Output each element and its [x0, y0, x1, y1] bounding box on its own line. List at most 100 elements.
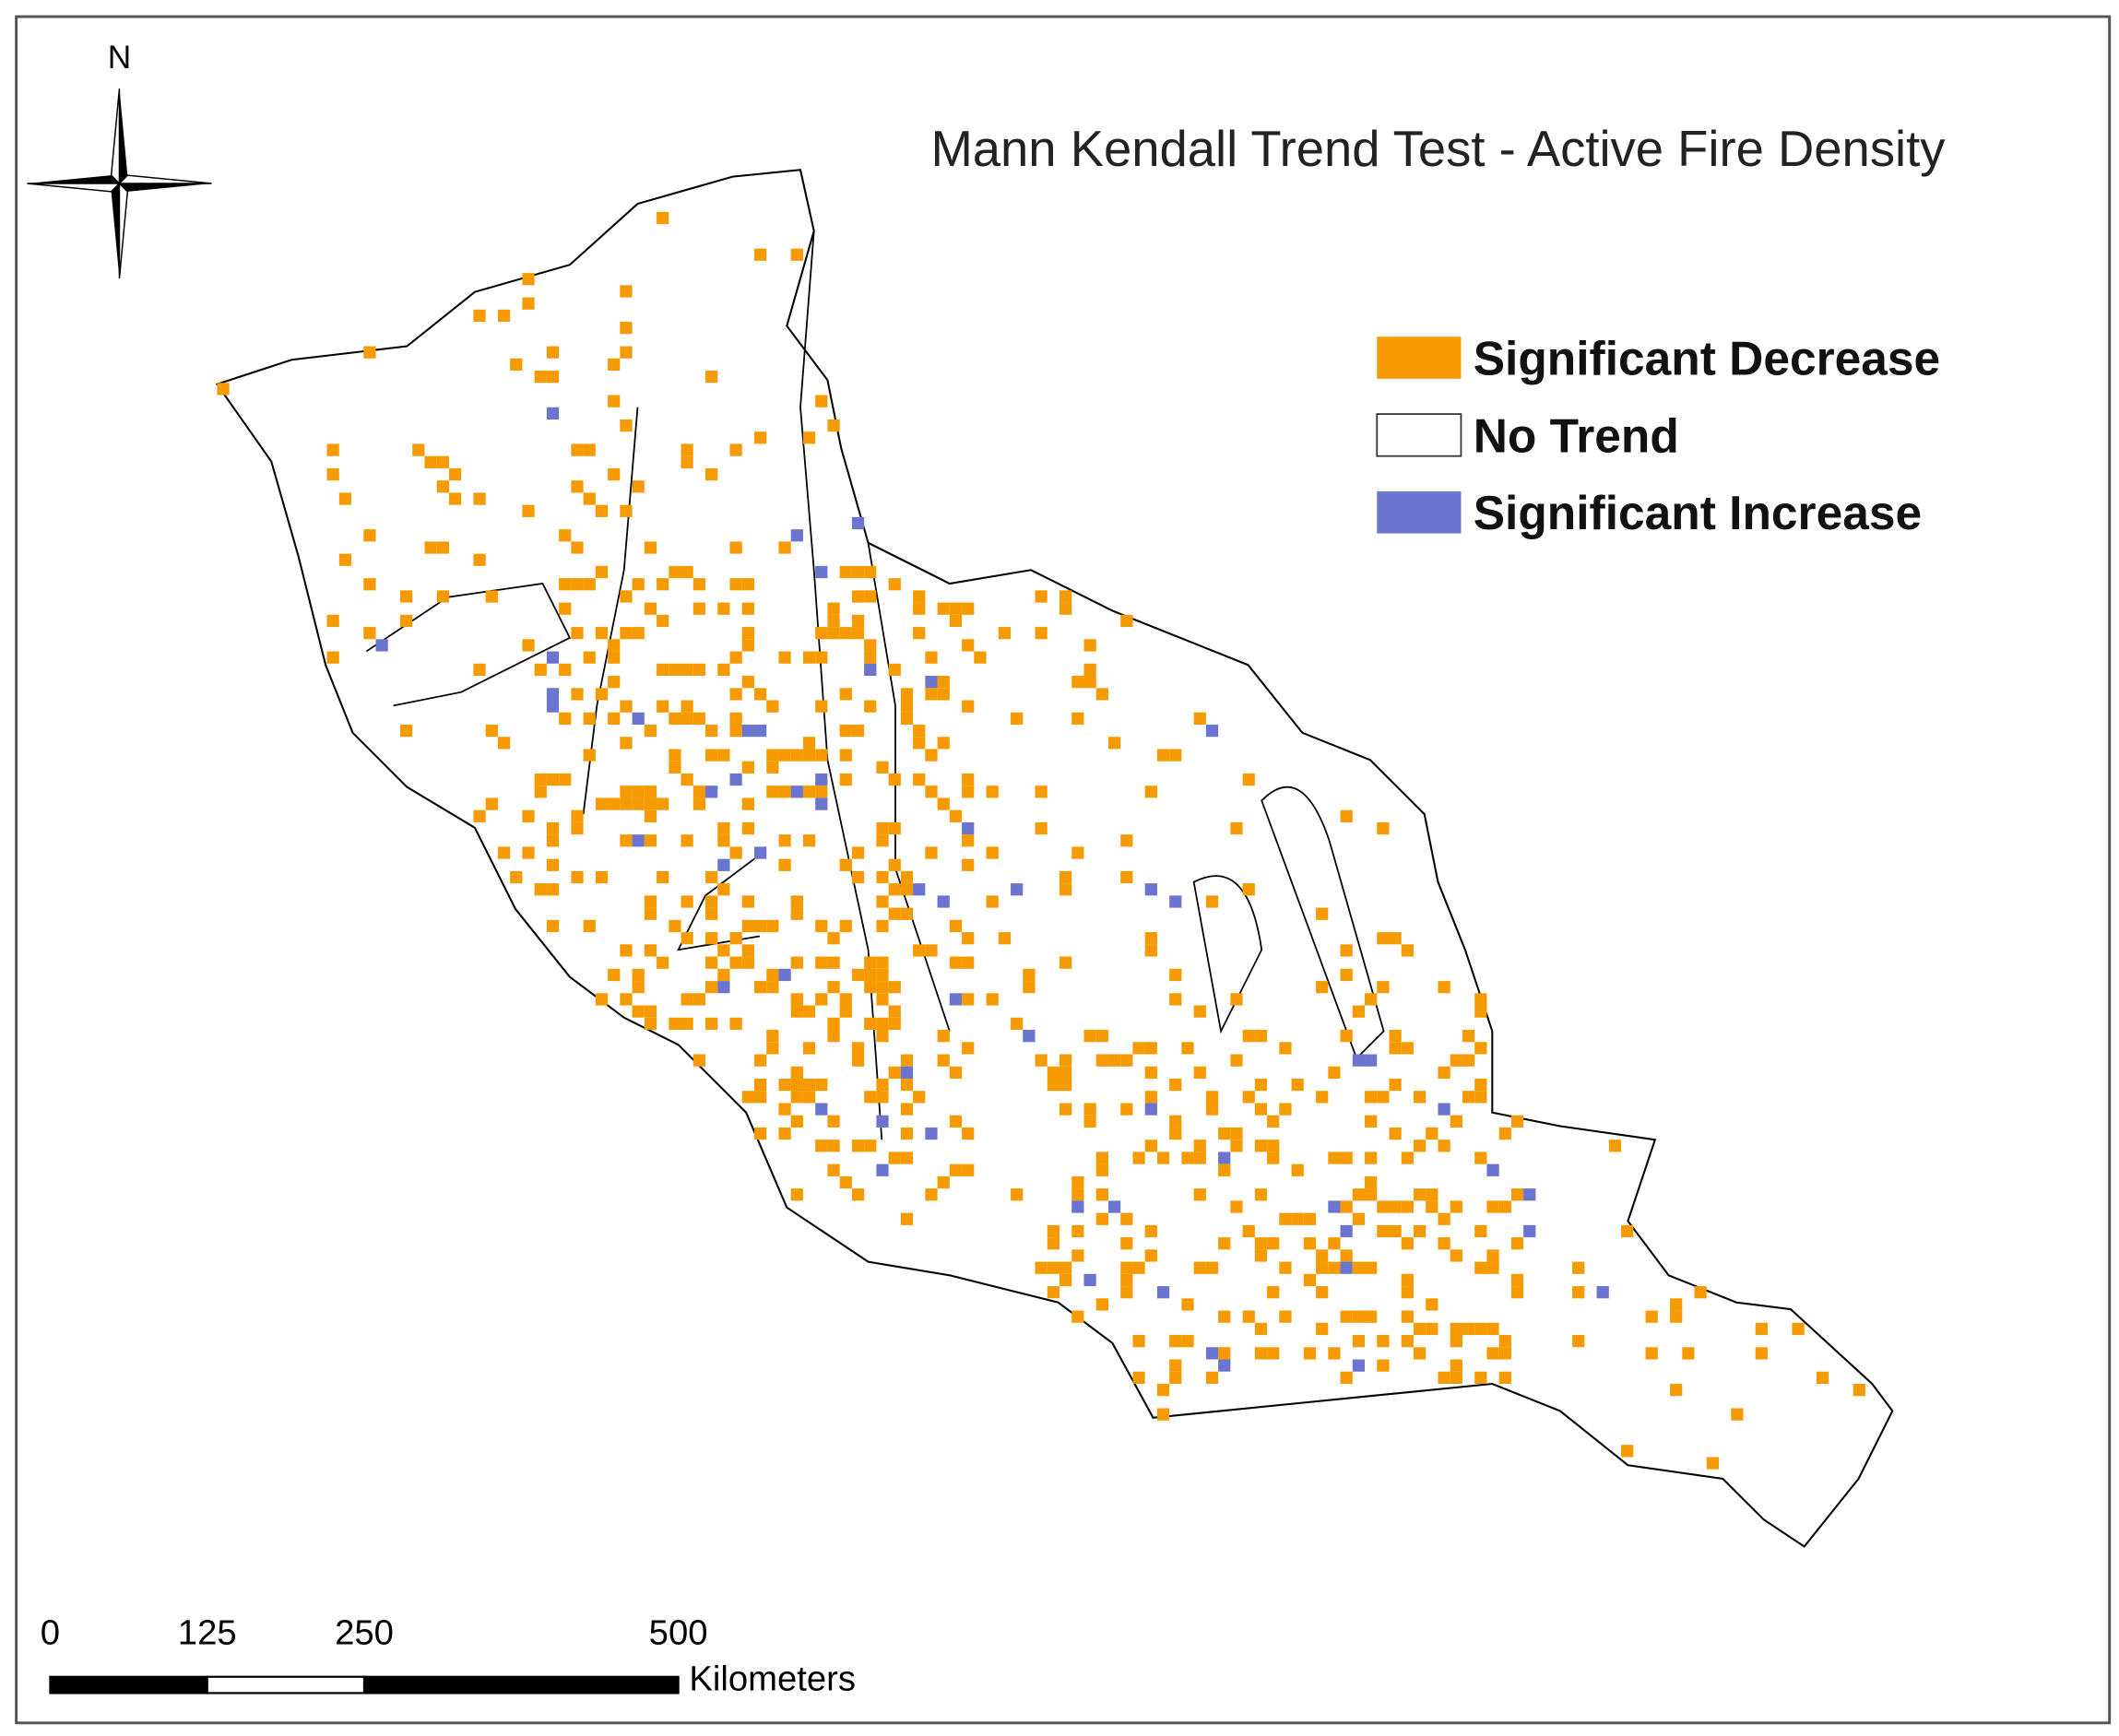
- trend-cell: [326, 614, 339, 628]
- trend-cell: [900, 1103, 914, 1116]
- trend-cell: [1071, 1249, 1084, 1262]
- trend-cell: [522, 639, 535, 652]
- trend-cell: [925, 676, 938, 689]
- trend-cell: [1169, 1335, 1182, 1348]
- trend-cell: [888, 907, 901, 920]
- trend-cell: [851, 1042, 865, 1055]
- trend-cell: [962, 639, 975, 652]
- trend-cell: [644, 907, 657, 920]
- trend-cell: [1731, 1408, 1744, 1421]
- trend-cell: [802, 737, 816, 750]
- trend-cell: [741, 919, 754, 933]
- trend-cell: [913, 724, 926, 738]
- trend-cell: [705, 907, 718, 920]
- trend-cell: [900, 1054, 914, 1067]
- trend-cell: [1316, 907, 1329, 920]
- trend-cell: [644, 785, 657, 798]
- trend-cell: [925, 846, 938, 859]
- trend-cell: [962, 834, 975, 847]
- trend-cell: [741, 724, 754, 738]
- trend-cell: [986, 993, 999, 1006]
- trend-cell: [937, 1054, 950, 1067]
- trend-cell: [729, 712, 742, 725]
- trend-cell: [705, 956, 718, 969]
- trend-cell: [620, 285, 633, 298]
- trend-cell: [1060, 1078, 1072, 1092]
- trend-cell: [559, 578, 572, 591]
- trend-cell: [913, 883, 926, 896]
- trend-cell: [1291, 1163, 1304, 1176]
- land-outline: [215, 169, 1894, 1548]
- trend-cell: [962, 956, 975, 969]
- trend-cell: [741, 821, 754, 835]
- trend-cell: [1060, 1054, 1072, 1067]
- trend-cell: [851, 565, 865, 579]
- trend-cell: [559, 712, 572, 725]
- trend-cell: [1340, 1261, 1353, 1274]
- trend-cell: [681, 455, 693, 468]
- trend-cell: [620, 322, 633, 335]
- trend-cell: [802, 1005, 816, 1018]
- trend-cell: [1328, 1066, 1341, 1079]
- trend-cell: [363, 627, 376, 640]
- trend-cell: [485, 797, 498, 810]
- trend-cell: [620, 834, 633, 847]
- trend-cell: [778, 834, 791, 847]
- trend-cell: [1279, 1212, 1292, 1225]
- trend-cell: [546, 346, 560, 359]
- trend-cell: [937, 1030, 950, 1043]
- scale-segment: [206, 1675, 366, 1695]
- trend-cell: [717, 944, 730, 957]
- trend-cell: [632, 712, 645, 725]
- trend-cell: [815, 749, 828, 762]
- trend-cell: [669, 712, 681, 725]
- trend-cell: [1316, 1261, 1329, 1274]
- trend-cell: [876, 834, 889, 847]
- trend-cell: [620, 993, 633, 1006]
- trend-cell: [693, 993, 706, 1006]
- trend-cell: [1242, 1030, 1255, 1043]
- trend-cell: [717, 663, 730, 677]
- trend-cell: [1340, 1224, 1353, 1238]
- trend-cell: [986, 785, 999, 798]
- trend-cell: [1462, 1322, 1475, 1336]
- trend-cell: [681, 834, 693, 847]
- trend-cell: [790, 248, 803, 261]
- trend-cell: [1816, 1371, 1829, 1384]
- trend-cell: [522, 846, 535, 859]
- trend-cell: [1242, 1224, 1255, 1238]
- trend-cell: [546, 407, 560, 419]
- trend-cell: [1060, 956, 1072, 969]
- trend-cell: [1230, 1200, 1243, 1213]
- trend-cell: [1438, 981, 1450, 994]
- trend-cell: [485, 590, 498, 603]
- trend-cell: [1498, 1371, 1511, 1384]
- trend-cell: [1438, 1140, 1450, 1152]
- trend-cell: [962, 773, 975, 786]
- trend-cell: [583, 443, 596, 456]
- trend-cell: [913, 1091, 926, 1104]
- trend-cell: [1365, 1115, 1378, 1128]
- trend-cell: [1156, 1383, 1170, 1397]
- trend-cell: [1340, 1310, 1353, 1323]
- trend-cell: [717, 821, 730, 835]
- trend-cell: [802, 431, 816, 444]
- trend-cell: [608, 712, 621, 725]
- trend-cell: [1071, 1224, 1084, 1238]
- north-label: N: [108, 40, 132, 76]
- trend-cell: [913, 590, 926, 603]
- trend-cell: [815, 651, 828, 664]
- trend-cell: [1572, 1335, 1585, 1348]
- trend-cell: [1230, 1140, 1243, 1152]
- trend-cell: [546, 883, 560, 896]
- trend-cell: [851, 870, 865, 884]
- trend-cell: [986, 895, 999, 908]
- trend-cell: [1498, 1200, 1511, 1213]
- trend-cell: [1047, 1066, 1060, 1079]
- trend-cell: [1352, 1335, 1366, 1348]
- trend-cell: [1682, 1347, 1695, 1360]
- trend-cell: [851, 1054, 865, 1067]
- trend-cell: [974, 651, 987, 664]
- trend-cell: [1144, 932, 1157, 945]
